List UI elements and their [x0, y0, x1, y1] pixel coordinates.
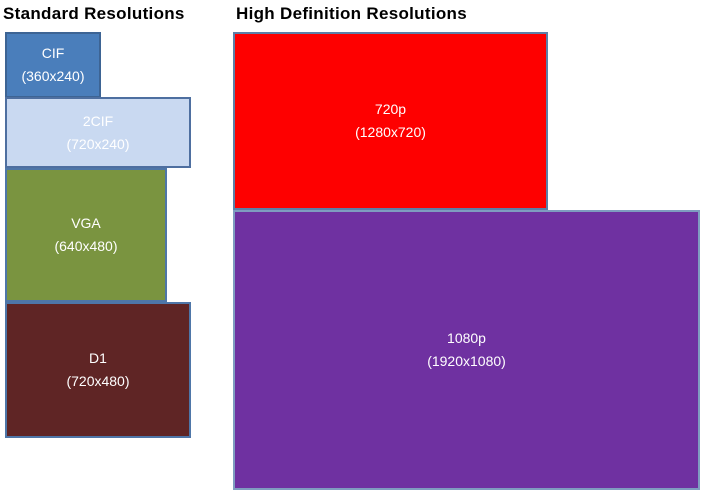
1080p-label: 1080p	[447, 330, 486, 346]
2cif-resolution-box: 2CIF (720x240)	[5, 97, 191, 168]
720p-dimensions: (1280x720)	[355, 124, 426, 140]
vga-label: VGA	[71, 215, 101, 231]
cif-label: CIF	[41, 45, 65, 61]
1080p-resolution-box: 1080p (1920x1080)	[233, 210, 700, 490]
2cif-dimensions: (720x240)	[66, 135, 130, 152]
standard-resolutions-title: Standard Resolutions	[3, 4, 185, 23]
1080p-dimensions: (1920x1080)	[427, 353, 506, 369]
vga-dimensions: (640x480)	[54, 238, 118, 254]
cif-resolution-box: CIF (360x240)	[5, 32, 101, 98]
720p-label: 720p	[374, 101, 407, 117]
vga-resolution-box: VGA (640x480)	[5, 168, 167, 302]
d1-label: D1	[89, 350, 107, 366]
2cif-label: 2CIF	[82, 112, 114, 129]
d1-resolution-box: D1 (720x480)	[5, 302, 191, 438]
cif-dimensions: (360x240)	[21, 68, 85, 84]
high-definition-resolutions-title: High Definition Resolutions	[236, 4, 467, 23]
d1-dimensions: (720x480)	[66, 373, 130, 389]
720p-resolution-box: 720p (1280x720)	[233, 32, 548, 210]
